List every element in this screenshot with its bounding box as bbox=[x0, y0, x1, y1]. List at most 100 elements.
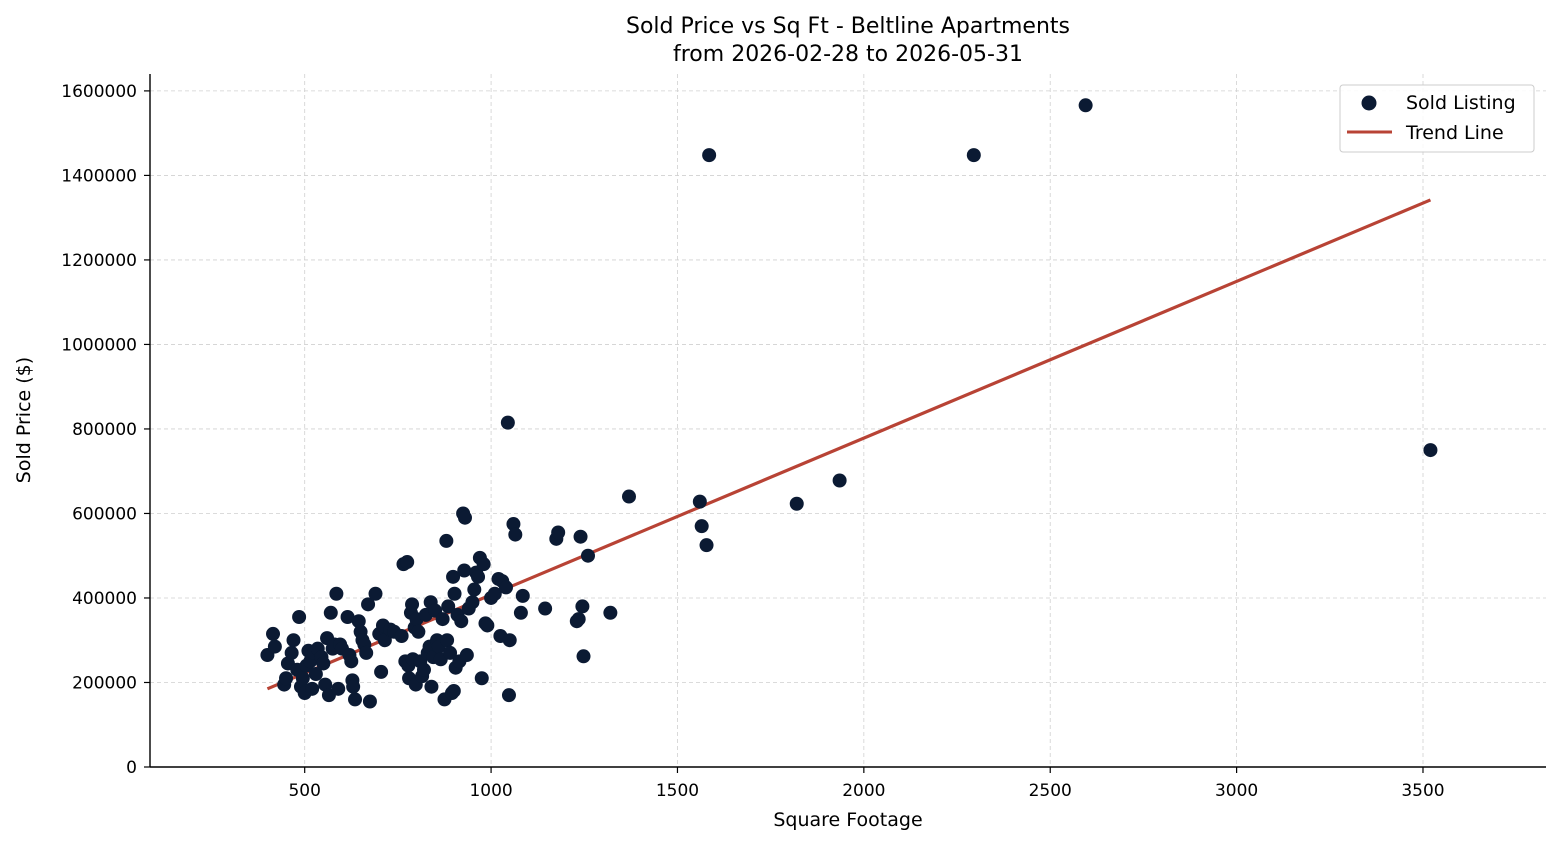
data-point bbox=[502, 633, 517, 648]
trend-line bbox=[266, 198, 1432, 691]
data-point bbox=[1423, 443, 1438, 458]
data-point bbox=[405, 597, 420, 612]
data-point bbox=[292, 609, 307, 624]
data-point bbox=[1078, 98, 1093, 113]
x-tick-label: 3000 bbox=[1215, 781, 1258, 801]
y-tick-label: 1600000 bbox=[61, 82, 137, 102]
y-tick-label: 600000 bbox=[72, 504, 137, 524]
data-point bbox=[318, 677, 333, 692]
x-axis-label: Square Footage bbox=[773, 809, 922, 831]
legend-box bbox=[1339, 84, 1535, 153]
data-point bbox=[465, 595, 480, 610]
data-point bbox=[359, 645, 374, 660]
chart-title-line2: from 2026-02-28 to 2026-05-31 bbox=[673, 42, 1023, 67]
data-point bbox=[284, 645, 299, 660]
legend-label-sold-listing: Sold Listing bbox=[1406, 92, 1516, 114]
data-point bbox=[571, 612, 586, 627]
data-point bbox=[446, 683, 461, 698]
data-point bbox=[362, 694, 377, 709]
data-point bbox=[441, 599, 456, 614]
data-point bbox=[551, 525, 566, 540]
data-point bbox=[694, 519, 709, 534]
y-tick-label: 400000 bbox=[72, 589, 137, 609]
data-point bbox=[344, 654, 359, 669]
data-point bbox=[440, 633, 455, 648]
y-tick-label: 1000000 bbox=[61, 335, 137, 355]
chart-title-line1: Sold Price vs Sq Ft - Beltline Apartment… bbox=[626, 14, 1070, 39]
data-point bbox=[346, 679, 361, 694]
y-tick-label: 800000 bbox=[72, 420, 137, 440]
trend-line-layer bbox=[266, 198, 1432, 691]
data-point bbox=[368, 586, 383, 601]
grid bbox=[150, 74, 1546, 768]
data-point bbox=[323, 605, 338, 620]
data-point bbox=[424, 679, 439, 694]
data-point bbox=[832, 473, 847, 488]
x-tick-label: 500 bbox=[288, 781, 320, 801]
data-point bbox=[622, 489, 637, 504]
data-point bbox=[576, 649, 591, 664]
data-point bbox=[501, 688, 516, 703]
data-point bbox=[308, 667, 323, 682]
data-point bbox=[329, 586, 344, 601]
data-point bbox=[513, 605, 528, 620]
data-point bbox=[699, 538, 714, 553]
data-point bbox=[457, 563, 472, 578]
y-tick-label: 0 bbox=[126, 758, 137, 778]
x-tick-label: 2500 bbox=[1029, 781, 1072, 801]
data-point bbox=[411, 624, 426, 639]
data-point bbox=[295, 671, 310, 686]
data-point bbox=[443, 645, 458, 660]
data-point bbox=[446, 569, 461, 584]
data-point bbox=[498, 580, 513, 595]
data-point bbox=[361, 597, 376, 612]
data-point bbox=[789, 496, 804, 511]
data-points bbox=[260, 98, 1438, 709]
data-point bbox=[506, 517, 521, 532]
data-point bbox=[457, 510, 472, 525]
data-point bbox=[476, 557, 491, 572]
data-point bbox=[508, 527, 523, 542]
data-point bbox=[573, 529, 588, 544]
data-point bbox=[480, 618, 495, 633]
y-tick-label: 1200000 bbox=[61, 251, 137, 271]
data-point bbox=[575, 599, 590, 614]
data-point bbox=[515, 588, 530, 603]
data-point bbox=[394, 629, 409, 644]
data-point bbox=[400, 555, 415, 570]
data-point bbox=[377, 633, 392, 648]
data-point bbox=[580, 548, 595, 563]
data-point bbox=[374, 664, 389, 679]
x-tick-label: 2000 bbox=[842, 781, 885, 801]
data-point bbox=[692, 494, 707, 509]
data-point bbox=[340, 609, 355, 624]
data-point bbox=[266, 626, 281, 641]
data-point bbox=[286, 633, 301, 648]
legend-label-trend-line: Trend Line bbox=[1405, 122, 1504, 144]
data-point bbox=[459, 648, 474, 663]
data-point bbox=[267, 639, 282, 654]
y-tick-label: 200000 bbox=[72, 673, 137, 693]
data-point bbox=[467, 582, 482, 597]
data-point bbox=[447, 586, 462, 601]
data-point bbox=[351, 614, 366, 629]
data-point bbox=[966, 148, 981, 163]
axes: 500 1000 1500 2000 2500 3000 3500 0 200000 400000… bbox=[61, 74, 1546, 801]
data-point bbox=[538, 601, 553, 616]
x-tick-label: 1000 bbox=[469, 781, 512, 801]
data-point bbox=[316, 656, 331, 671]
legend-scatter-marker bbox=[1361, 95, 1377, 111]
data-point bbox=[500, 415, 515, 430]
data-point bbox=[435, 612, 450, 627]
data-point bbox=[331, 681, 346, 696]
y-tick-label: 1400000 bbox=[61, 166, 137, 186]
data-point bbox=[439, 533, 454, 548]
data-point bbox=[487, 586, 502, 601]
y-axis-label: Sold Price ($) bbox=[13, 357, 35, 483]
data-point bbox=[474, 671, 489, 686]
data-point bbox=[279, 671, 294, 686]
legend: Sold Listing Trend Line bbox=[1339, 84, 1535, 153]
data-point bbox=[416, 662, 431, 677]
data-point bbox=[603, 605, 618, 620]
data-point bbox=[348, 692, 363, 707]
